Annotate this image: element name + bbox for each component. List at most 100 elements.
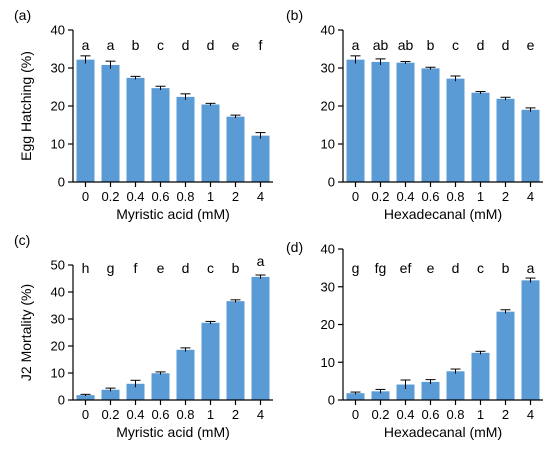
panel-4-y-tick-label-3: 20: [321, 317, 335, 332]
panel-4-significance-4: e: [427, 260, 435, 276]
panel-2-significance-5: c: [452, 37, 459, 53]
panel-3-significance-3: f: [134, 260, 138, 276]
panel-1-bar-7: [226, 116, 245, 182]
panel-1-bar-2: [101, 64, 120, 182]
panel-4-bar-4: [421, 381, 440, 400]
panel-1-significance-5: d: [182, 37, 190, 53]
panel-3-x-tick-label-6: 1: [207, 407, 214, 422]
panel-2-bar-2: [371, 61, 390, 182]
panel-4-x-tick-label-3: 0.4: [396, 407, 414, 422]
panel-1-y-tick-label-5: 40: [51, 23, 65, 38]
panel-1-y-axis-title: Egg Hatching (%): [18, 51, 34, 161]
panel-3-y-tick-label-1: 0: [58, 393, 65, 408]
panel-4-label: (d): [286, 239, 303, 255]
panel-1-y-tick-label-1: 0: [58, 175, 65, 190]
panel-3-y-tick-label-4: 30: [51, 312, 65, 327]
panel-2-bar-6: [471, 92, 490, 182]
panel-1-x-tick-label-3: 0.4: [126, 189, 144, 204]
panel-4-x-tick-label-5: 0.8: [446, 407, 464, 422]
panel-3-x-tick-label-3: 0.4: [126, 407, 144, 422]
panel-4-x-tick-label-7: 2: [502, 407, 509, 422]
panel-3-bar-1: [76, 395, 95, 400]
panel-1-bar-4: [151, 88, 170, 182]
panel-1-y-tick-label-2: 10: [51, 137, 65, 152]
panel-1-bar-1: [76, 59, 95, 182]
panel-2-significance-1: a: [352, 37, 360, 53]
panel-4-x-axis-title: Hexadecanal (mM): [384, 424, 502, 440]
panel-3-bar-7: [226, 301, 245, 400]
panel-3-bar-8: [251, 276, 270, 400]
panel-4-bar-3: [396, 384, 415, 400]
panel-1-bar-5: [176, 96, 195, 182]
panel-4-significance-3: ef: [400, 260, 412, 276]
panel-1-x-tick-label-1: 0: [82, 189, 89, 204]
panel-4-y-tick-label-2: 10: [321, 355, 335, 370]
panel-2-x-tick-label-1: 0: [352, 189, 359, 204]
panel-3-significance-1: h: [82, 260, 90, 276]
panel-3-x-tick-label-1: 0: [82, 407, 89, 422]
panel-2-bar-5: [446, 78, 465, 182]
panel-2-y-tick-label-1: 0: [328, 175, 335, 190]
panel-4-x-tick-label-4: 0.6: [421, 407, 439, 422]
panel-3-bar-2: [101, 389, 120, 400]
panel-4-bar-6: [471, 352, 490, 400]
panel-4-x-tick-label-8: 4: [527, 407, 534, 422]
panel-4-x-tick-label-1: 0: [352, 407, 359, 422]
panel-1-x-tick-label-7: 2: [232, 189, 239, 204]
panel-3-x-tick-label-5: 0.8: [176, 407, 194, 422]
panel-4-bar-8: [521, 280, 540, 400]
panel-1-x-tick-label-2: 0.2: [101, 189, 119, 204]
panel-2-x-tick-label-5: 0.8: [446, 189, 464, 204]
panel-4-y-tick-label-5: 40: [321, 242, 335, 257]
panel-2-significance-3: ab: [398, 37, 414, 53]
panel-1-significance-4: c: [157, 37, 164, 53]
panel-2-x-tick-label-7: 2: [502, 189, 509, 204]
panel-3-y-tick-label-2: 10: [51, 366, 65, 381]
panel-2-bar-7: [496, 98, 515, 182]
panel-2-x-tick-label-3: 0.4: [396, 189, 414, 204]
panel-3-bar-6: [201, 322, 220, 400]
panel-3-x-tick-label-8: 4: [257, 407, 264, 422]
panel-1-x-tick-label-4: 0.6: [151, 189, 169, 204]
panel-2-y-tick-label-4: 30: [321, 61, 335, 76]
panel-2-bar-4: [421, 68, 440, 182]
panel-1-y-tick-label-3: 20: [51, 99, 65, 114]
panel-4-significance-5: d: [452, 260, 460, 276]
panel-4-significance-1: g: [352, 260, 360, 276]
panel-3-x-tick-label-7: 2: [232, 407, 239, 422]
panel-2-bar-8: [521, 109, 540, 182]
panel-1-significance-2: a: [107, 37, 115, 53]
panel-1-x-tick-label-5: 0.8: [176, 189, 194, 204]
panel-1-y-tick-label-4: 30: [51, 61, 65, 76]
panel-4-x-tick-label-2: 0.2: [371, 407, 389, 422]
panel-3-bar-4: [151, 373, 170, 400]
panel-4-bar-2: [371, 391, 390, 400]
panel-3-significance-8: a: [257, 253, 265, 269]
panel-2-x-tick-label-8: 4: [527, 189, 534, 204]
panel-1-bar-3: [126, 77, 145, 182]
panel-1-x-tick-label-8: 4: [257, 189, 264, 204]
panel-2-significance-8: e: [527, 37, 535, 53]
panel-1-bar-8: [251, 135, 270, 182]
panel-3-y-axis-title: J2 Mortality (%): [18, 284, 34, 381]
panel-2-significance-7: d: [502, 37, 510, 53]
panel-1-significance-3: b: [132, 37, 140, 53]
panel-3-significance-5: d: [182, 260, 190, 276]
panel-1-label: (a): [14, 7, 31, 23]
panel-3-y-tick-label-3: 20: [51, 339, 65, 354]
panel-2-y-tick-label-3: 20: [321, 99, 335, 114]
panel-1-significance-6: d: [207, 37, 215, 53]
panel-4-significance-7: b: [502, 260, 510, 276]
panel-3-x-axis-title: Myristic acid (mM): [116, 424, 230, 440]
panel-3-y-tick-label-6: 50: [51, 258, 65, 273]
panel-2-bar-3: [396, 62, 415, 182]
panel-1-bar-6: [201, 104, 220, 182]
panel-4-x-tick-label-6: 1: [477, 407, 484, 422]
panel-3-y-tick-label-5: 40: [51, 285, 65, 300]
panel-3-significance-6: c: [207, 260, 214, 276]
panel-4-significance-6: c: [477, 260, 484, 276]
panel-2-significance-6: d: [477, 37, 485, 53]
panel-3-label: (c): [14, 232, 30, 248]
panel-3-bar-5: [176, 349, 195, 400]
panel-2-x-tick-label-2: 0.2: [371, 189, 389, 204]
